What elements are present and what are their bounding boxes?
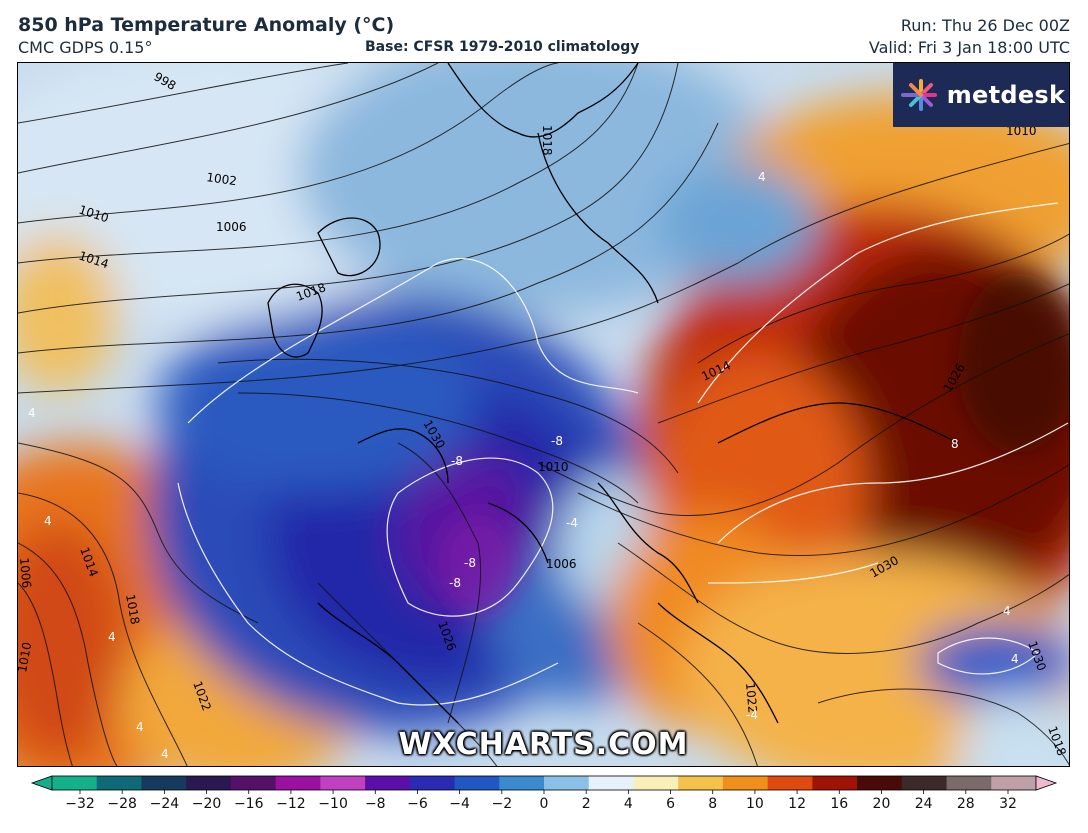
colorbar-segment [857, 776, 903, 790]
colorbar-segment [320, 776, 366, 790]
colorbar [0, 772, 1088, 832]
isobar-label: 1018 [540, 125, 554, 156]
anomaly-label: -8 [464, 556, 476, 570]
colorbar-tick-label: 24 [914, 796, 933, 812]
colorbar-tick-label: 10 [745, 796, 764, 812]
colorbar-tick-label: 20 [872, 796, 891, 812]
colorbar-segment [454, 776, 500, 790]
isobar-label: 1002 [206, 170, 238, 188]
run-time-label: Run: Thu 26 Dec 00Z [900, 16, 1070, 35]
colorbar-segment [275, 776, 321, 790]
colorbar-segment [186, 776, 232, 790]
anomaly-label: 4 [1011, 652, 1019, 666]
colorbar-tick-label: −16 [233, 796, 264, 812]
anomaly-label: -8 [551, 434, 563, 448]
anomaly-label: 8 [951, 437, 959, 451]
colorbar-segment [722, 776, 769, 790]
map-panel[interactable]: 998 1002 1010 1006 1014 1018 1018 1030 1… [17, 62, 1070, 767]
anomaly-label: -8 [451, 454, 463, 468]
isobar-label: 1006 [216, 220, 247, 234]
anomaly-map[interactable]: 998 1002 1010 1006 1014 1018 1018 1030 1… [18, 63, 1070, 767]
colorbar-tick-label: −12 [276, 796, 306, 812]
colorbar-tick-label: 0 [539, 796, 549, 812]
colorbar-tick-label: 28 [956, 796, 975, 812]
colorbar-segment [812, 776, 858, 790]
colorbar-segment [991, 776, 1037, 790]
isobar-label: 1006 [546, 557, 577, 571]
colorbar-segment [678, 776, 724, 790]
colorbar-segment [141, 776, 187, 790]
colorbar-segment [499, 776, 545, 790]
colorbar-tick-label: 2 [581, 796, 591, 812]
anomaly-label: 4 [758, 170, 766, 184]
colorbar-tick-label: 32 [999, 796, 1017, 812]
colorbar-tick-label: 4 [623, 796, 633, 812]
climatology-base-label: Base: CFSR 1979-2010 climatology [365, 39, 640, 55]
anomaly-label: 4 [1003, 604, 1011, 618]
chart-title: 850 hPa Temperature Anomaly (°C) [18, 14, 395, 36]
colorbar-segment [901, 776, 948, 790]
valid-time-label: Valid: Fri 3 Jan 18:00 UTC [868, 38, 1070, 57]
colorbar-segment [230, 776, 277, 790]
colorbar-tick-label: −32 [65, 796, 95, 812]
colorbar-segment [52, 776, 98, 790]
colorbar-tick-label: −10 [318, 796, 348, 812]
anomaly-label: 4 [108, 630, 116, 644]
colorbar-segment [767, 776, 813, 790]
anomaly-label: -8 [449, 576, 461, 590]
watermark: WXCHARTS.COM [398, 727, 689, 762]
model-label: CMC GDPS 0.15° [18, 38, 153, 57]
anomaly-label: 4 [161, 747, 169, 761]
colorbar-max-arrow [1035, 775, 1058, 791]
colorbar-tick-label: 6 [666, 796, 675, 812]
anomaly-label: 4 [44, 514, 52, 528]
colorbar-tick-label: −24 [149, 796, 180, 812]
anomaly-label: 4 [136, 720, 144, 734]
isobar-label: 1010 [538, 460, 569, 474]
colorbar-min-arrow [30, 775, 53, 791]
colorbar-segment [409, 776, 456, 790]
isobar-label: 1006 [18, 557, 34, 589]
anomaly-label: -4 [566, 516, 578, 530]
anomaly-label: 4 [28, 406, 36, 420]
metdesk-logo-text: metdesk [946, 81, 1066, 109]
colorbar-tick-label: 16 [830, 796, 849, 812]
colorbar-segment [633, 776, 679, 790]
colorbar-strip [30, 775, 1058, 794]
isobar-label: 1010 [1006, 124, 1037, 138]
isobar-label: 1022 [743, 682, 760, 714]
anomaly-label: -4 [746, 708, 758, 722]
colorbar-segment [588, 776, 634, 790]
metdesk-burst-icon [900, 79, 937, 111]
colorbar-tick-label: 12 [788, 796, 806, 812]
colorbar-tick-label: −20 [191, 796, 222, 812]
colorbar-tick-label: −4 [449, 796, 470, 812]
colorbar-tick-label: −28 [107, 796, 137, 812]
colorbar-tick-label: −6 [407, 796, 428, 812]
isobar-label: 1010 [18, 641, 34, 674]
metdesk-logo: metdesk [893, 63, 1069, 127]
colorbar-segment [365, 776, 411, 790]
colorbar-tick-label: 8 [708, 796, 718, 812]
colorbar-tick-labels: −32 −28 −24 −20 −16 −12 −10 −8 −6 −4 −2 0 2 4 6 8 10 12 16… [0, 796, 1088, 818]
colorbar-tick-label: −2 [491, 796, 513, 812]
colorbar-tick-label: −8 [364, 796, 386, 812]
colorbar-segment [96, 776, 142, 790]
isobar-label: 1018 [123, 593, 142, 626]
colorbar-segment [946, 776, 992, 790]
colorbar-segment [544, 776, 590, 790]
